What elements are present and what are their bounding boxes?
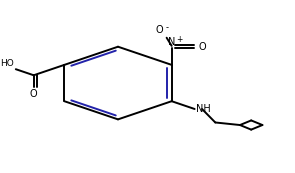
Text: -: - [166,24,169,33]
Text: +: + [176,35,182,44]
Text: NH: NH [196,104,210,114]
Text: O: O [198,42,206,52]
Text: O: O [155,25,163,35]
Text: HO: HO [1,59,14,68]
Text: N: N [168,37,175,47]
Text: O: O [30,89,37,99]
